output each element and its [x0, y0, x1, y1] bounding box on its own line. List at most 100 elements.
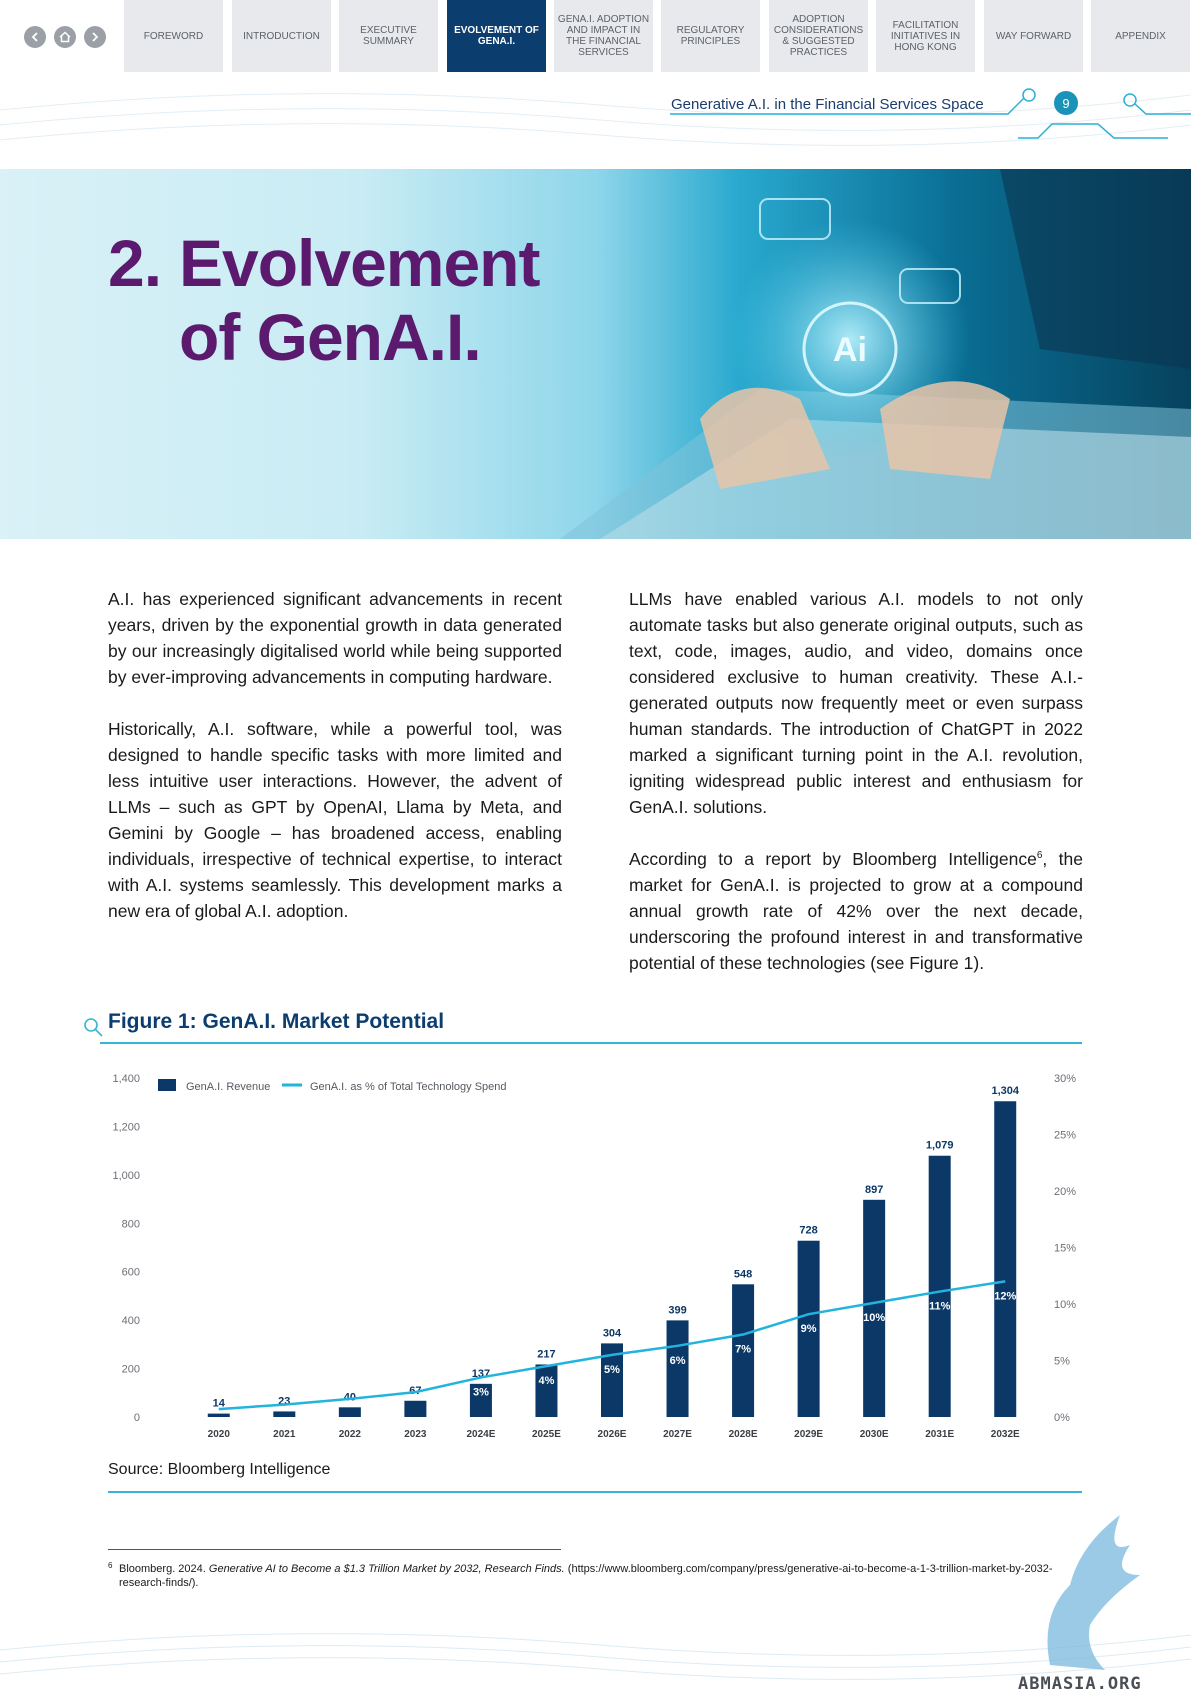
left-axis-tick-label: 1,400 — [112, 1073, 140, 1085]
chart-bar — [207, 1413, 230, 1417]
body-paragraph: A.I. has experienced significant advance… — [108, 589, 562, 687]
footnote: 6 Bloomberg. 2024. Generative AI to Beco… — [108, 1561, 1058, 1590]
bar-value-label: 1,304 — [991, 1085, 1019, 1097]
left-axis-tick-label: 600 — [122, 1267, 140, 1279]
percent-data-label: 11% — [929, 1301, 951, 1313]
x-axis-tick-label: 2021 — [273, 1429, 296, 1440]
footnote-title: Generative AI to Become a $1.3 Trillion … — [208, 1563, 565, 1575]
percent-data-label: 5% — [604, 1364, 620, 1376]
tab-introduction[interactable]: INTRODUCTION — [232, 0, 331, 72]
tech-spend-series-line — [218, 1280, 1006, 1411]
chevron-left-icon — [31, 32, 38, 42]
body-left-column: A.I. has experienced significant advance… — [108, 586, 562, 950]
x-axis-tick-label: 2031E — [925, 1429, 954, 1440]
figure-title: Figure 1: GenA.I. Market Potential — [108, 1010, 445, 1033]
forward-button[interactable] — [84, 26, 106, 48]
tab-appendix[interactable]: APPENDIX — [1091, 0, 1190, 72]
x-axis-tick-label: 2028E — [729, 1429, 758, 1440]
tab-executive-summary[interactable]: EXECUTIVE SUMMARY — [339, 0, 438, 72]
chart-bar — [601, 1343, 623, 1417]
left-axis-tick-label: 400 — [122, 1315, 140, 1327]
figure-source: Source: Bloomberg Intelligence — [108, 1461, 331, 1478]
x-axis-tick-label: 2022 — [339, 1429, 362, 1440]
chart-bar — [469, 1383, 492, 1417]
bar-value-label: 399 — [668, 1304, 686, 1316]
footnote-citation: Bloomberg. 2024. — [119, 1563, 209, 1575]
body-paragraph: LLMs have enabled various A.I. models to… — [629, 589, 1083, 817]
left-axis-tick-label: 0 — [134, 1412, 140, 1424]
x-axis-tick-label: 2025E — [532, 1429, 561, 1440]
back-button[interactable] — [24, 26, 46, 48]
bar-value-label: 1,079 — [926, 1140, 954, 1152]
body-right-column: LLMs have enabled various A.I. models to… — [629, 586, 1083, 1002]
x-axis-tick-label: 2027E — [663, 1429, 692, 1440]
x-axis-tick-label: 2032E — [991, 1429, 1020, 1440]
legend-line-label: GenA.I. as % of Total Technology Spend — [310, 1081, 507, 1093]
body-paragraph: Historically, A.I. software, while a pow… — [108, 719, 562, 921]
header-circuit-decoration — [670, 88, 1191, 139]
bar-value-label: 728 — [799, 1225, 817, 1237]
right-axis-tick-label: 25% — [1054, 1130, 1076, 1142]
bar-value-label: 217 — [537, 1348, 555, 1360]
header-wave-decoration — [0, 93, 1191, 146]
right-axis-tick-label: 10% — [1054, 1299, 1076, 1311]
chart-bar — [338, 1407, 361, 1417]
footnote-number: 6 — [108, 1561, 113, 1570]
page-number-badge: 9 — [1054, 91, 1078, 115]
tab-regulatory-principles[interactable]: REGULATORY PRINCIPLES — [661, 0, 760, 72]
x-axis-tick-label: 2024E — [466, 1429, 495, 1440]
bird-logo-icon — [1047, 1515, 1140, 1670]
footnote-text: Bloomberg. 2024. Generative AI to Become… — [108, 1562, 1058, 1590]
chapter-title-line2: of GenA.I. — [179, 300, 482, 374]
bar-value-label: 548 — [734, 1268, 752, 1280]
watermark: ABMASIA.ORG — [1018, 1674, 1142, 1694]
market-potential-chart: 0 200 400 600 800 1,000 1,200 1,400 0% 5% 10% 15% 20… — [112, 1073, 1076, 1440]
right-axis-tick-label: 15% — [1054, 1243, 1076, 1255]
hero-banner: Ai 2. Evolvement of GenA.I. — [0, 169, 1191, 539]
bottom-wave-decoration — [0, 1633, 1191, 1680]
chart-bar — [863, 1199, 886, 1417]
x-axis-tick-label: 2030E — [860, 1429, 889, 1440]
legend-bar-label: GenA.I. Revenue — [186, 1081, 270, 1093]
body-text: According to a report by Bloomberg Intel… — [629, 849, 1037, 869]
footnote-ref[interactable]: 6 — [1036, 850, 1043, 862]
tab-evolvement[interactable]: EVOLVEMENT OF GenA.I. — [447, 0, 546, 72]
chart-bar — [994, 1101, 1017, 1417]
bar-value-label: 67 — [409, 1385, 421, 1397]
tab-facilitation-initiatives[interactable]: FACILITATION INITIATIVES IN HONG KONG — [876, 0, 975, 72]
percent-data-label: 12% — [994, 1290, 1016, 1302]
figure-title-rule — [100, 1042, 1082, 1044]
chart-bar — [535, 1364, 558, 1417]
tab-foreword[interactable]: FOREWORD — [124, 0, 223, 72]
left-axis-tick-label: 1,200 — [112, 1121, 140, 1133]
chart-bar — [666, 1320, 689, 1417]
bar-value-label: 14 — [213, 1398, 226, 1410]
body-paragraph: According to a report by Bloomberg Intel… — [629, 846, 1083, 976]
chart-bar — [928, 1155, 951, 1417]
tab-adoption-considerations[interactable]: ADOPTION CONSIDERATIONS & SUGGESTED PRAC… — [769, 0, 868, 72]
left-axis-tick-label: 1,000 — [112, 1170, 140, 1182]
percent-data-label: 7% — [735, 1344, 751, 1356]
right-axis-tick-label: 20% — [1054, 1186, 1076, 1198]
right-axis-tick-label: 5% — [1054, 1356, 1070, 1368]
footnote-divider — [108, 1549, 561, 1550]
footnote-url[interactable]: (https://www.bloomberg.com/company/press… — [119, 1563, 1053, 1589]
svg-text:Ai: Ai — [833, 331, 867, 369]
ai-laptop-illustration: Ai — [560, 169, 1191, 539]
chart-bar — [404, 1400, 427, 1417]
chapter-title-line1: Evolvement — [179, 226, 540, 300]
chevron-right-icon — [92, 32, 99, 42]
chart-bar — [797, 1240, 820, 1417]
section-header-title: Generative A.I. in the Financial Service… — [671, 96, 984, 113]
legend-bar-swatch — [158, 1079, 176, 1091]
percent-data-label: 4% — [539, 1375, 555, 1387]
home-button[interactable] — [54, 26, 76, 48]
percent-data-label: 10% — [863, 1312, 885, 1324]
source-rule — [108, 1491, 1082, 1493]
bar-value-label: 304 — [603, 1327, 622, 1339]
tab-adoption-impact[interactable]: GenA.I. ADOPTION AND IMPACT IN THE FINAN… — [554, 0, 653, 72]
left-axis-tick-label: 200 — [122, 1364, 140, 1376]
chapter-number: 2. — [108, 226, 162, 300]
tab-way-forward[interactable]: WAY FORWARD — [984, 0, 1083, 72]
percent-data-label: 3% — [473, 1386, 489, 1398]
